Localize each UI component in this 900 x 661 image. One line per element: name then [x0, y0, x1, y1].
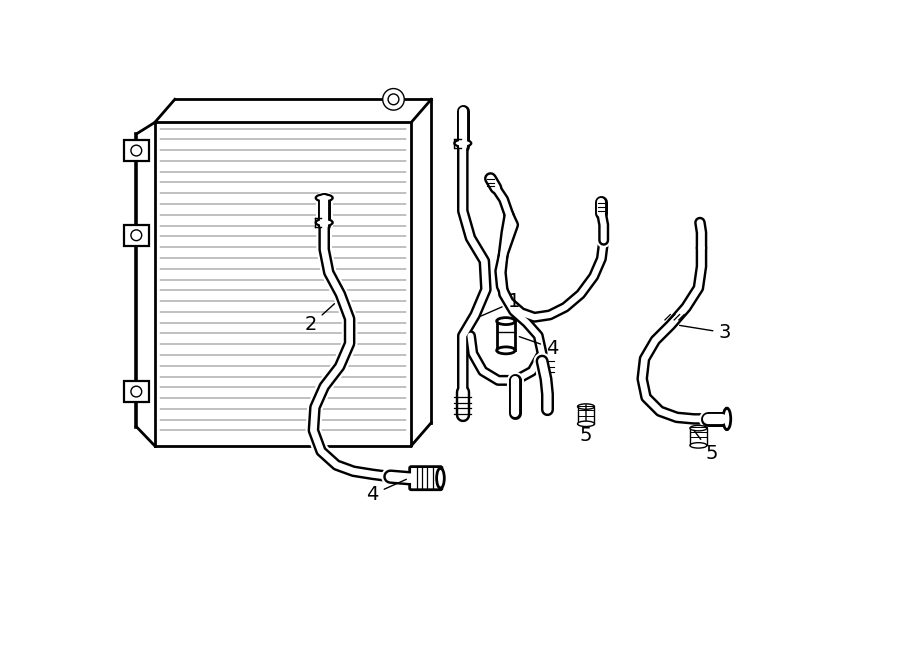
Text: 4: 4 — [519, 336, 558, 358]
Text: 3: 3 — [680, 323, 731, 342]
Ellipse shape — [454, 139, 472, 147]
Text: 2: 2 — [305, 303, 335, 334]
Ellipse shape — [316, 194, 333, 202]
Ellipse shape — [436, 468, 445, 488]
Circle shape — [130, 145, 141, 156]
Bar — [124, 225, 148, 246]
Bar — [690, 428, 707, 446]
Ellipse shape — [723, 408, 731, 430]
Bar — [124, 140, 148, 161]
Ellipse shape — [497, 318, 515, 325]
Text: 5: 5 — [694, 430, 718, 463]
Text: 5: 5 — [580, 405, 592, 446]
Circle shape — [130, 230, 141, 241]
Ellipse shape — [690, 443, 707, 448]
FancyBboxPatch shape — [410, 467, 442, 490]
Ellipse shape — [316, 219, 333, 226]
Text: 4: 4 — [366, 479, 407, 504]
Text: 1: 1 — [481, 292, 520, 316]
Ellipse shape — [497, 347, 515, 354]
Circle shape — [388, 94, 399, 104]
Circle shape — [130, 386, 141, 397]
Ellipse shape — [578, 421, 595, 426]
Circle shape — [382, 89, 404, 110]
Bar — [124, 381, 148, 402]
Bar — [578, 407, 595, 424]
Bar — [497, 321, 515, 350]
Ellipse shape — [578, 404, 595, 409]
Ellipse shape — [690, 426, 707, 431]
